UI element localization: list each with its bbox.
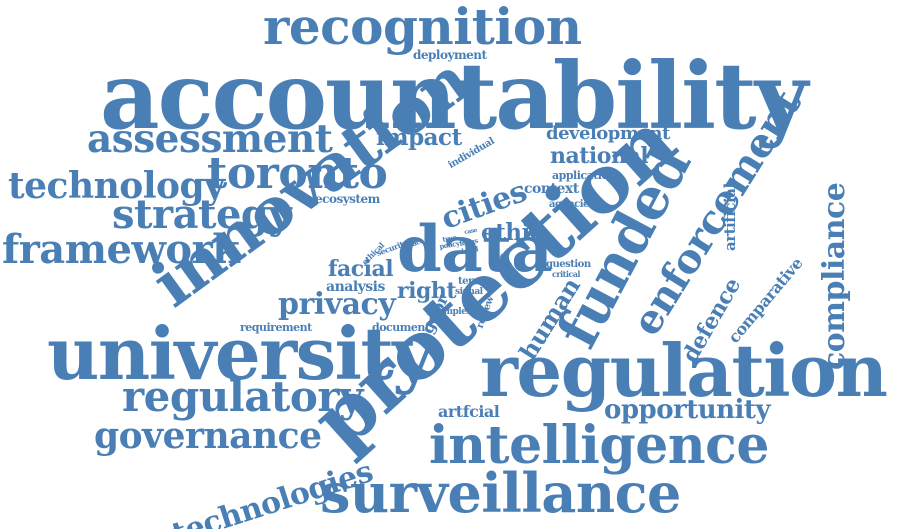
word-recognition: recognition [263,0,582,56]
word-accountability: accountability [100,42,808,150]
word-deployment: deployment [413,48,487,62]
word-national: national [550,143,649,169]
word-strategy: strategy [112,191,292,238]
word-intelligence: intelligence [429,415,769,476]
word-assessment: assessment [87,116,333,162]
word-university: university [47,311,434,396]
word-right: right [397,278,457,304]
word-ethic: ethic [481,219,544,246]
word-legal: legal [460,244,479,256]
word-regulation: regulation [480,328,888,413]
word-technology: technology [8,165,225,207]
word-framework: framework [2,226,240,273]
word-regulatory: regulatory [122,372,363,421]
word-term: term [458,276,483,287]
word-agencies: agencies [549,199,594,210]
word-facial: facial [328,256,394,282]
word-artificial-vertical: artificial [721,183,739,251]
word-data: data [397,212,553,287]
word-critical: critical [552,269,580,279]
word-true: true [441,232,458,244]
word-analysis: analysis [326,279,385,295]
word-question: question [546,259,591,270]
word-signal: signal [455,287,483,297]
word-requirement: requirement [240,321,312,334]
word-application: application [552,169,616,182]
word-development: development [546,123,670,144]
word-compliance: compliance [817,182,852,370]
word-privacy: privacy [278,287,396,322]
word-complex: complex [433,307,472,317]
word-artfcial: artfcial [438,402,500,421]
word-toronto: toronto [207,148,388,199]
word-context: context [524,181,579,197]
word-surveillance: surveillance [320,461,681,525]
word-opportunity: opportunity [604,395,771,425]
word-document: document [372,321,430,334]
word-governance: governance [94,415,322,457]
word-ecosystem: ecosystem [315,192,380,206]
word-impact: impact [376,124,462,151]
